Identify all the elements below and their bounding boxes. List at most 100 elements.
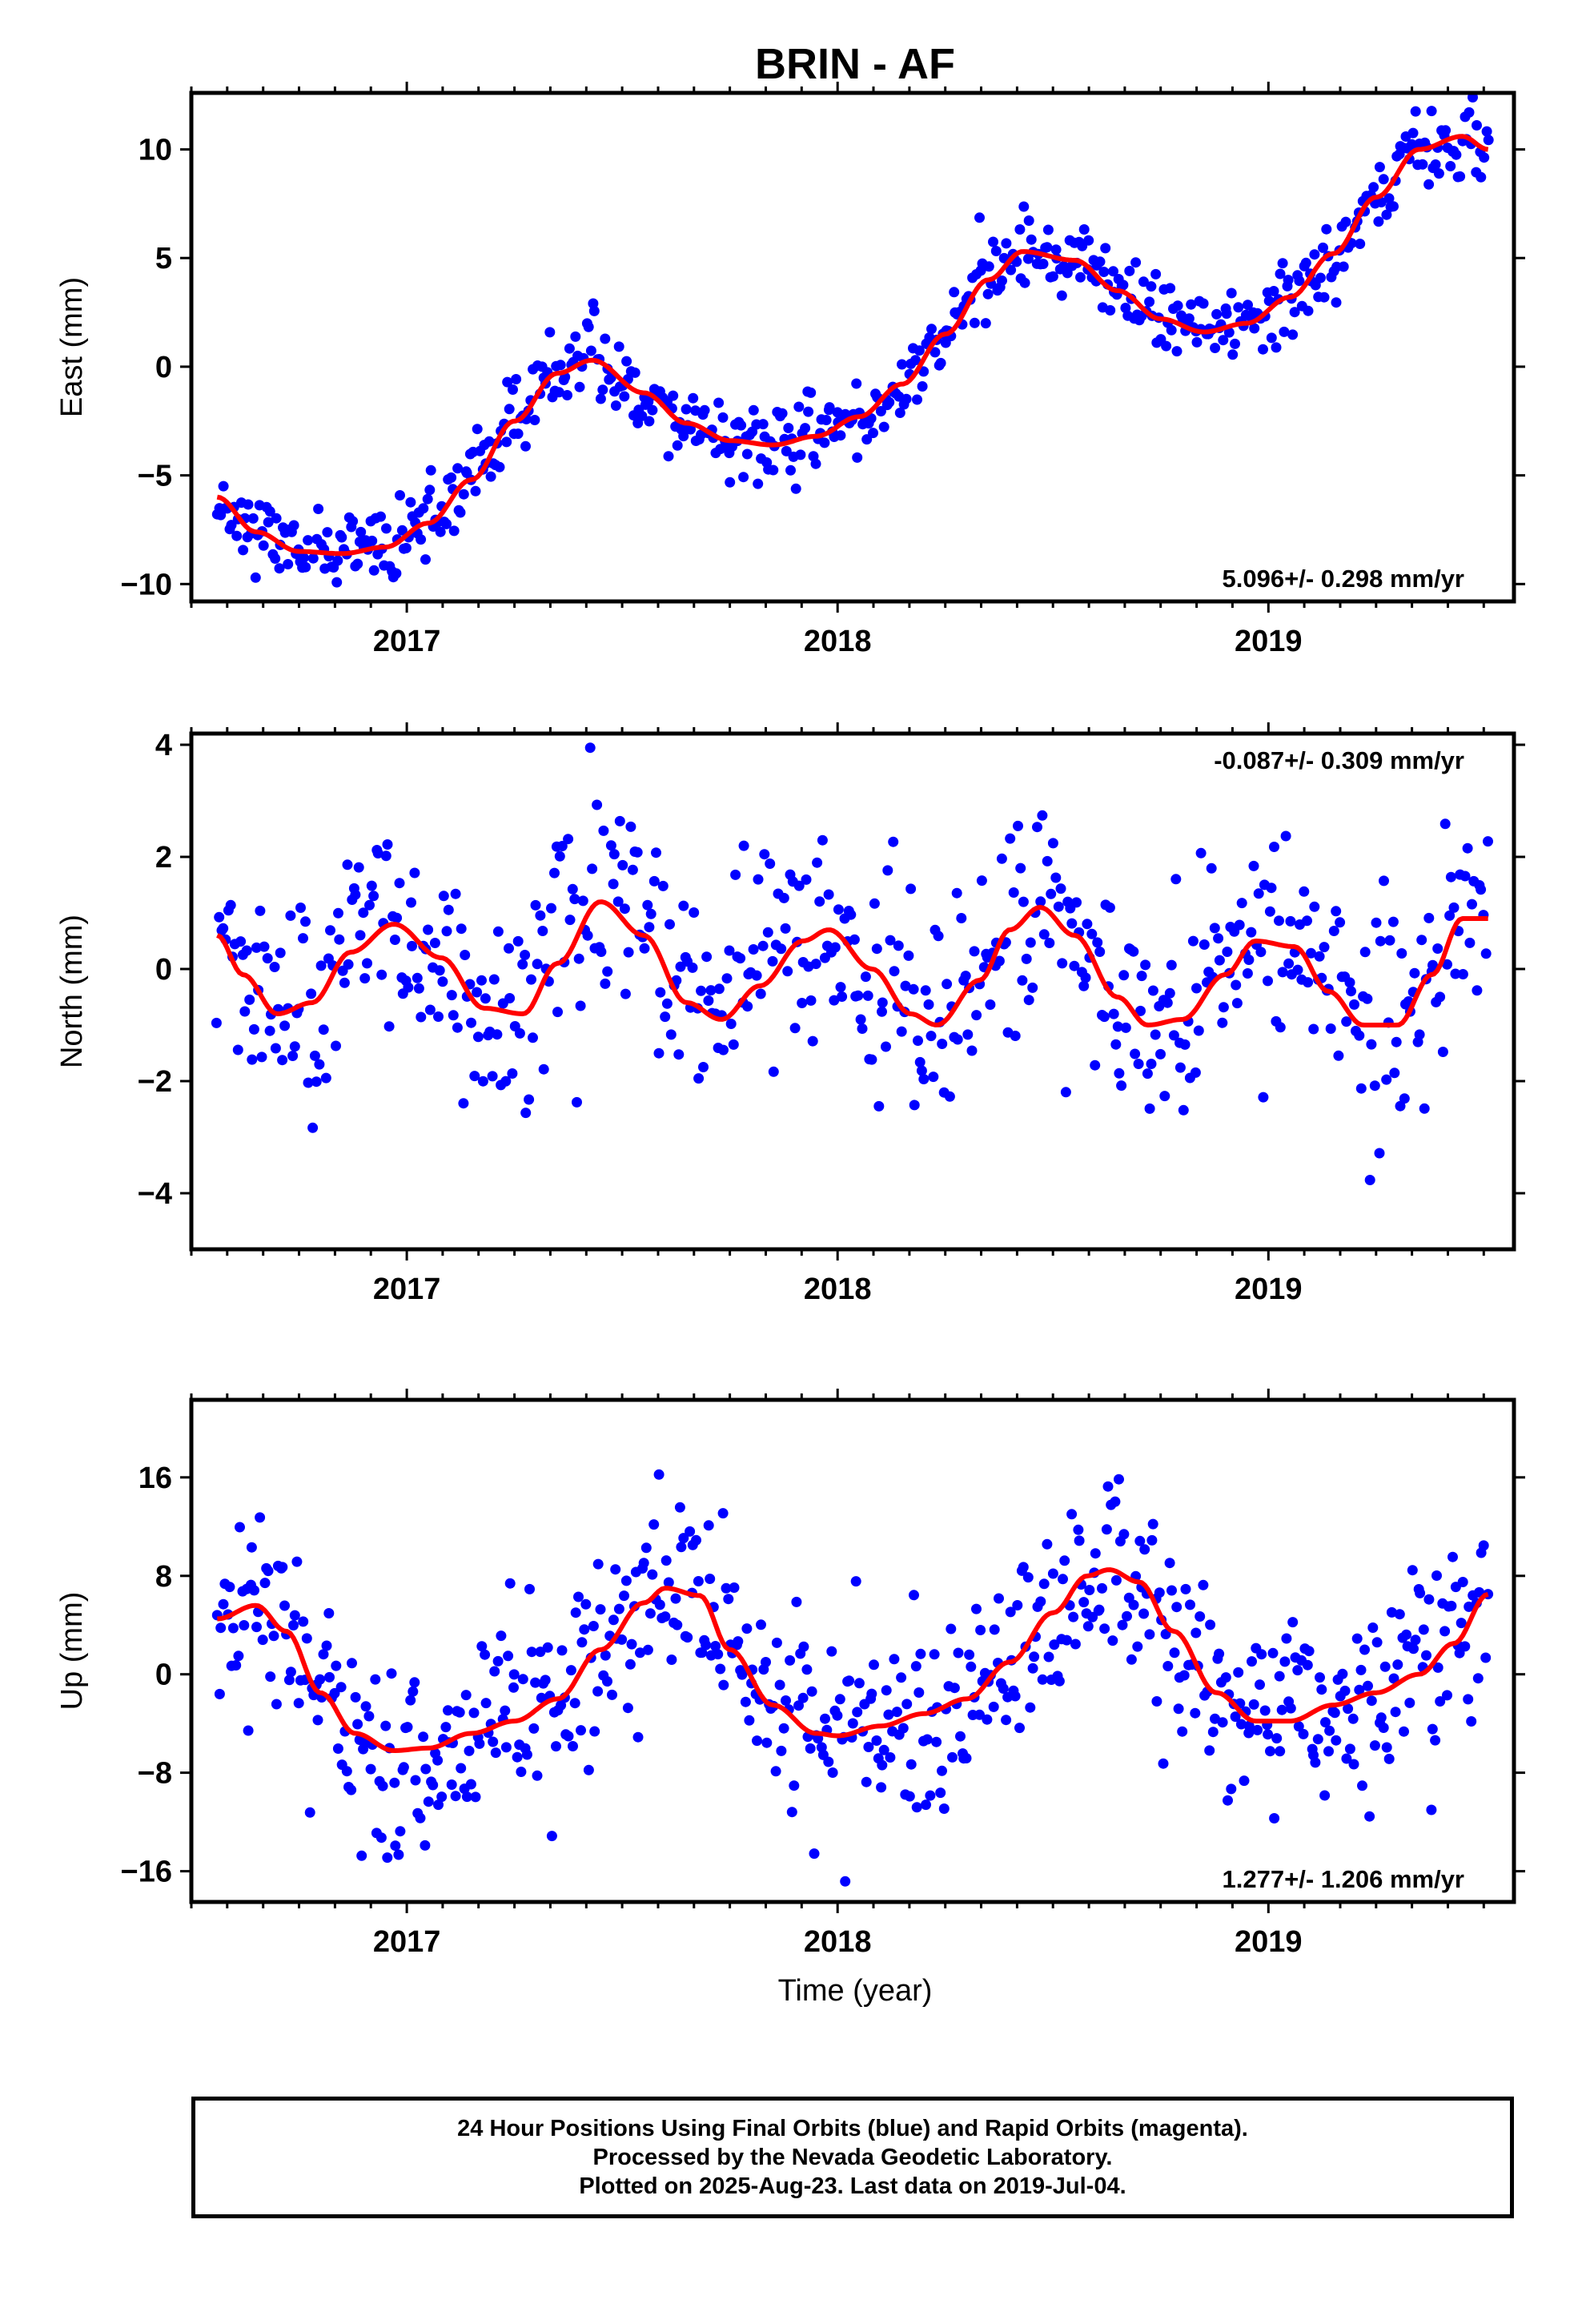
data-point [928,1072,939,1083]
data-point [889,966,900,977]
data-point [456,923,467,935]
data-point [844,1675,855,1687]
data-point [465,1779,476,1790]
data-point [552,1007,563,1018]
data-point [1299,886,1310,897]
data-point [996,853,1007,864]
data-point [1373,216,1384,227]
data-point [1306,947,1316,959]
data-point [1414,1029,1425,1040]
data-point [785,1655,796,1666]
data-point [1384,935,1395,946]
data-point [660,1611,671,1622]
data-point [584,742,596,754]
data-point [214,1688,225,1699]
data-point [632,846,643,858]
data-point [969,946,980,957]
data-point [742,1001,753,1012]
data-point [1399,1093,1410,1104]
data-point [1367,1622,1379,1633]
data-point [1037,1674,1048,1685]
data-point [737,1669,748,1680]
data-point [405,1695,416,1706]
data-point [793,1700,804,1711]
data-point [1418,1624,1429,1635]
data-point [1355,1664,1367,1675]
data-point [409,867,420,879]
data-point [1038,929,1050,940]
data-point [1383,1753,1395,1764]
data-point [823,1756,834,1767]
data-point [410,1775,421,1786]
data-point [274,563,285,574]
data-point [778,1723,789,1734]
data-point [877,997,888,1008]
data-point [512,935,524,947]
data-point [405,497,416,508]
data-point [443,904,454,915]
data-point [303,1077,314,1088]
data-point [871,1735,882,1746]
data-point [777,408,788,419]
data-point [1479,152,1490,163]
data-point [600,333,611,344]
y-tick-label: −4 [138,1177,172,1211]
data-point [678,900,689,911]
data-point [332,1743,343,1754]
data-point [446,1779,457,1790]
data-point [1480,948,1492,959]
footer-line-1: 24 Hour Positions Using Final Orbits (bl… [457,2116,1248,2141]
data-point [783,423,794,433]
data-point [1178,1104,1189,1116]
data-point [1122,1610,1132,1622]
data-point [1128,946,1139,957]
data-point [391,912,403,923]
data-point [1099,1623,1110,1634]
data-point [353,862,364,873]
data-point [259,1578,271,1589]
data-point [1442,959,1452,970]
data-point [247,1054,258,1065]
data-point [917,381,928,392]
data-point [257,1634,268,1646]
data-point [1423,179,1435,190]
data-point [311,1076,322,1088]
data-point [1117,1619,1128,1630]
data-point [1104,902,1115,913]
data-point [1269,842,1279,852]
data-point [1014,224,1026,235]
x-tick-label: 2017 [373,1273,441,1306]
data-point [1362,993,1373,1004]
data-point [1217,1017,1228,1028]
data-point [837,991,848,1002]
data-point [1274,915,1284,927]
data-point [435,526,446,537]
data-point [757,419,769,430]
data-point [423,1796,434,1807]
data-point [450,1791,461,1802]
data-point [458,489,469,500]
data-point [768,464,779,476]
data-point [1303,977,1314,988]
data-point [966,1045,978,1056]
data-point [263,1566,274,1577]
data-point [1172,300,1183,312]
data-point [362,958,372,969]
data-point [477,1076,488,1087]
data-point [569,1698,580,1709]
data-point [418,1731,429,1743]
data-point [832,1710,843,1721]
data-point [873,1100,885,1112]
data-point [807,1035,818,1047]
data-point [476,975,487,986]
y-tick-label: 10 [139,134,172,167]
data-point [689,907,700,918]
data-point [935,1787,946,1799]
data-point [492,1655,504,1667]
data-point [805,387,817,398]
data-point [1136,971,1147,982]
data-point [1267,1647,1279,1659]
data-point [798,1641,809,1652]
data-point [821,415,832,425]
data-point [406,897,416,908]
